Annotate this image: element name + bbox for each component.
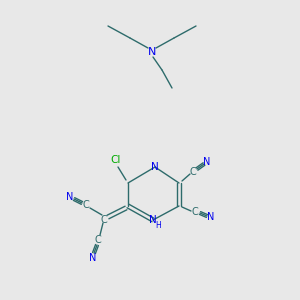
Text: N: N: [148, 47, 156, 57]
Text: C: C: [190, 167, 196, 177]
Text: C: C: [192, 207, 198, 217]
Text: Cl: Cl: [111, 155, 121, 165]
Text: N: N: [151, 162, 159, 172]
Text: C: C: [94, 235, 101, 245]
Text: C: C: [82, 200, 89, 210]
Text: N: N: [207, 212, 215, 222]
Text: N: N: [89, 253, 97, 263]
Text: N: N: [66, 192, 74, 202]
Text: C: C: [100, 215, 107, 225]
Text: N: N: [203, 157, 211, 167]
Text: N: N: [149, 215, 157, 225]
Text: H: H: [155, 220, 161, 230]
